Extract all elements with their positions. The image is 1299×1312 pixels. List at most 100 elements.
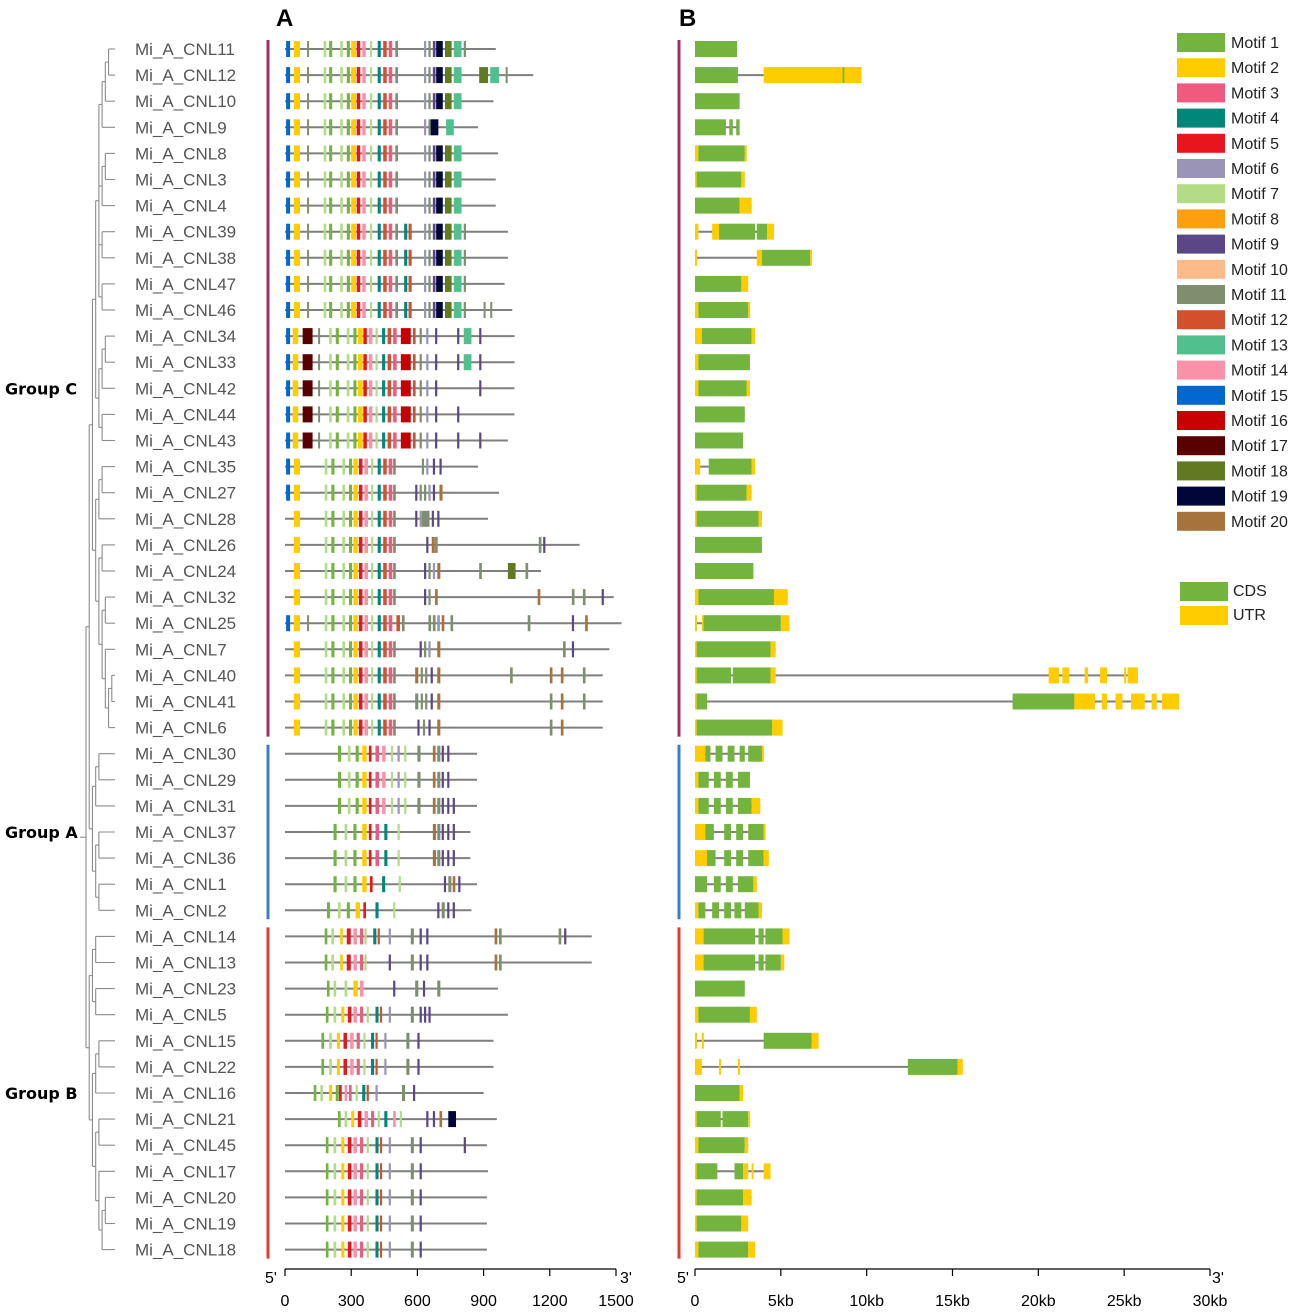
- utr-block: [763, 850, 769, 867]
- motif-7-block: [344, 850, 348, 867]
- motif-1-block: [325, 1241, 329, 1258]
- utr-block: [780, 615, 790, 632]
- motif-11-block: [318, 406, 321, 423]
- motif-7-block: [323, 93, 327, 110]
- legend-label-motif-3: Motif 3: [1231, 85, 1279, 102]
- motif-11-block: [558, 928, 562, 945]
- motif-6-block: [426, 328, 429, 345]
- axis-a-tick-label: 1500: [598, 1293, 634, 1310]
- motif-5-block: [358, 641, 363, 658]
- motif-row: [285, 354, 515, 371]
- cds-block: [703, 954, 756, 971]
- gene-label-mi-a-cnl44: Mi_A_CNL44: [135, 405, 236, 424]
- cds-block: [744, 902, 759, 919]
- motif-1-block: [346, 171, 350, 188]
- motif-6-block: [384, 1032, 387, 1049]
- utr-block: [1062, 667, 1070, 684]
- motif-9-block: [543, 536, 546, 553]
- motif-12-block: [412, 380, 416, 397]
- motif-1-block: [329, 249, 333, 266]
- motif-2-block: [353, 693, 358, 710]
- legend-swatch-motif-19: [1177, 486, 1225, 506]
- gene-label-mi-a-cnl22: Mi_A_CNL22: [135, 1058, 236, 1077]
- motif-9-block: [452, 850, 455, 867]
- motif-2-block: [341, 1189, 345, 1206]
- utr-block: [761, 745, 764, 762]
- motif-14-block: [353, 1189, 357, 1206]
- motif-3-block: [375, 824, 380, 840]
- motif-1-block: [346, 119, 350, 136]
- motif-1-block: [326, 980, 330, 997]
- gene-label-mi-a-cnl26: Mi_A_CNL26: [135, 536, 236, 555]
- motif-20-block: [437, 667, 441, 684]
- motif-7-block: [340, 223, 343, 240]
- motif-15-block: [286, 145, 291, 162]
- motif-9-block: [479, 432, 482, 449]
- gene-label-mi-a-cnl18: Mi_A_CNL18: [135, 1241, 236, 1260]
- utr-block: [695, 145, 699, 162]
- panel-b-letter: B: [679, 5, 696, 32]
- motif-1-block: [313, 1085, 317, 1101]
- motif-1-block: [331, 615, 335, 632]
- motif-5-block: [339, 1085, 342, 1101]
- motif-20-block: [537, 589, 541, 606]
- motif-9-block: [435, 380, 438, 397]
- motif-11-block: [410, 928, 414, 945]
- motif-6-block: [424, 93, 427, 110]
- motif-1-block: [329, 171, 333, 188]
- motif-2-block: [293, 93, 301, 110]
- motif-11-block: [435, 536, 438, 553]
- motif-12-block: [377, 928, 380, 945]
- structure-row: [695, 406, 745, 423]
- structure-row: [695, 510, 762, 527]
- motif-16-block: [400, 354, 411, 371]
- motif-row: [285, 197, 496, 214]
- motif-4-block: [382, 432, 386, 449]
- legend-label-motif-7: Motif 7: [1231, 186, 1279, 203]
- motif-11-block: [395, 145, 398, 162]
- motif-1-block: [346, 67, 350, 84]
- utr-block: [768, 67, 843, 84]
- gene-label-mi-a-cnl45: Mi_A_CNL45: [135, 1136, 236, 1155]
- motif-15-block: [286, 302, 291, 318]
- cds-block: [725, 797, 733, 814]
- motif-3-block: [375, 771, 380, 788]
- motif-2-block: [351, 197, 357, 214]
- motif-16-block: [400, 328, 411, 345]
- motif-5-block: [363, 432, 367, 449]
- motif-6-block: [426, 406, 429, 423]
- motif-1-block: [335, 328, 339, 345]
- motif-12-block: [412, 432, 416, 449]
- motif-11-block: [393, 458, 396, 475]
- motif-1-block: [331, 563, 335, 579]
- utr-block: [1151, 693, 1157, 710]
- motif-14-block: [362, 249, 366, 266]
- gene-label-mi-a-cnl4: Mi_A_CNL4: [135, 197, 227, 216]
- motif-7-block: [340, 93, 343, 110]
- legend-swatch-motif-6: [1177, 159, 1225, 178]
- motif-14-block: [362, 145, 366, 162]
- motif-2-block: [362, 771, 367, 788]
- motif-9-block: [441, 797, 444, 814]
- motif-9-block: [432, 145, 436, 162]
- gene-label-mi-a-cnl12: Mi_A_CNL12: [135, 66, 236, 85]
- motif-14-block: [368, 432, 373, 449]
- motif-11-block: [393, 563, 396, 579]
- motif-11-block: [410, 1189, 414, 1206]
- motif-2-block: [357, 328, 363, 345]
- legend-label-motif-8: Motif 8: [1231, 211, 1279, 228]
- motif-7-block: [377, 1111, 380, 1128]
- motif-9-block: [601, 589, 604, 606]
- motif-12-block: [383, 67, 387, 84]
- motif-20-block: [549, 667, 553, 684]
- motif-7-block: [347, 771, 351, 788]
- motif-6-block: [397, 771, 400, 788]
- motif-15-block: [286, 119, 291, 136]
- motif-3-block: [360, 1215, 364, 1232]
- cds-block: [715, 745, 723, 762]
- utr-block: [695, 693, 697, 710]
- motif-1-block: [346, 275, 350, 292]
- utr-block: [773, 589, 788, 606]
- cds-block: [907, 1058, 958, 1075]
- cds-block: [695, 432, 744, 449]
